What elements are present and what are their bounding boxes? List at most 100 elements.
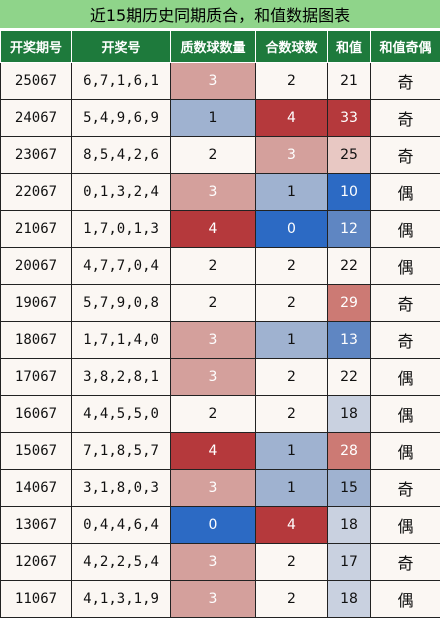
- prime-count-cell: 3: [170, 62, 256, 100]
- composite-count-cell: 0: [255, 210, 328, 248]
- header-prime-count: 质数球数量: [170, 30, 256, 63]
- composite-count-cell: 2: [255, 395, 328, 433]
- period-cell: 12067: [0, 543, 72, 581]
- sum-cell: 18: [327, 506, 371, 544]
- table-row: 13067 0,4,4,6,4 0 4 18 偶: [0, 506, 440, 544]
- sum-cell: 25: [327, 136, 371, 174]
- sum-cell: 18: [327, 395, 371, 433]
- composite-count-cell: 1: [255, 321, 328, 359]
- sum-parity-cell: 奇: [370, 284, 440, 322]
- period-cell: 23067: [0, 136, 72, 174]
- table-row: 17067 3,8,2,8,1 3 2 22 偶: [0, 358, 440, 396]
- sum-parity-cell: 奇: [370, 543, 440, 581]
- sum-cell: 15: [327, 469, 371, 507]
- prime-count-cell: 2: [170, 284, 256, 322]
- table-row: 12067 4,2,2,5,4 3 2 17 奇: [0, 543, 440, 581]
- header-sum-parity: 和值奇偶: [370, 30, 440, 63]
- table-row: 24067 5,4,9,6,9 1 4 33 奇: [0, 99, 440, 137]
- prime-count-cell: 3: [170, 358, 256, 396]
- sum-cell: 21: [327, 62, 371, 100]
- table-row: 22067 0,1,3,2,4 3 1 10 偶: [0, 173, 440, 211]
- table-row: 18067 1,7,1,4,0 3 1 13 奇: [0, 321, 440, 359]
- prime-count-cell: 0: [170, 506, 256, 544]
- numbers-cell: 3,1,8,0,3: [71, 469, 171, 507]
- period-cell: 15067: [0, 432, 72, 470]
- numbers-cell: 1,7,0,1,3: [71, 210, 171, 248]
- composite-count-cell: 2: [255, 580, 328, 618]
- period-cell: 21067: [0, 210, 72, 248]
- composite-count-cell: 2: [255, 247, 328, 285]
- composite-count-cell: 4: [255, 99, 328, 137]
- sum-cell: 10: [327, 173, 371, 211]
- numbers-cell: 0,1,3,2,4: [71, 173, 171, 211]
- sum-cell: 22: [327, 247, 371, 285]
- numbers-cell: 4,7,7,0,4: [71, 247, 171, 285]
- header-composite-count: 合数球数: [255, 30, 328, 63]
- prime-count-cell: 3: [170, 173, 256, 211]
- period-cell: 24067: [0, 99, 72, 137]
- composite-count-cell: 2: [255, 284, 328, 322]
- table-row: 15067 7,1,8,5,7 4 1 28 偶: [0, 432, 440, 470]
- period-cell: 11067: [0, 580, 72, 618]
- period-cell: 14067: [0, 469, 72, 507]
- prime-count-cell: 2: [170, 247, 256, 285]
- period-cell: 16067: [0, 395, 72, 433]
- composite-count-cell: 4: [255, 506, 328, 544]
- period-cell: 13067: [0, 506, 72, 544]
- sum-parity-cell: 偶: [370, 247, 440, 285]
- period-cell: 18067: [0, 321, 72, 359]
- table-row: 23067 8,5,4,2,6 2 3 25 奇: [0, 136, 440, 174]
- composite-count-cell: 1: [255, 173, 328, 211]
- sum-cell: 28: [327, 432, 371, 470]
- header-period: 开奖期号: [0, 30, 72, 63]
- prime-count-cell: 2: [170, 136, 256, 174]
- sum-parity-cell: 奇: [370, 99, 440, 137]
- history-table: 开奖期号 开奖号 质数球数量 合数球数 和值 和值奇偶 25067 6,7,1,6…: [0, 30, 440, 618]
- table-row: 14067 3,1,8,0,3 3 1 15 奇: [0, 469, 440, 507]
- period-cell: 22067: [0, 173, 72, 211]
- prime-count-cell: 3: [170, 469, 256, 507]
- table-row: 16067 4,4,5,5,0 2 2 18 偶: [0, 395, 440, 433]
- table-row: 20067 4,7,7,0,4 2 2 22 偶: [0, 247, 440, 285]
- numbers-cell: 4,2,2,5,4: [71, 543, 171, 581]
- composite-count-cell: 2: [255, 358, 328, 396]
- numbers-cell: 5,7,9,0,8: [71, 284, 171, 322]
- sum-parity-cell: 奇: [370, 136, 440, 174]
- sum-parity-cell: 奇: [370, 469, 440, 507]
- period-cell: 17067: [0, 358, 72, 396]
- prime-count-cell: 1: [170, 99, 256, 137]
- page-title: 近15期历史同期质合，和值数据图表: [0, 0, 440, 30]
- period-cell: 25067: [0, 62, 72, 100]
- table-row: 11067 4,1,3,1,9 3 2 18 偶: [0, 580, 440, 618]
- numbers-cell: 1,7,1,4,0: [71, 321, 171, 359]
- table-row: 25067 6,7,1,6,1 3 2 21 奇: [0, 62, 440, 100]
- numbers-cell: 6,7,1,6,1: [71, 62, 171, 100]
- sum-parity-cell: 偶: [370, 506, 440, 544]
- prime-count-cell: 3: [170, 321, 256, 359]
- sum-cell: 17: [327, 543, 371, 581]
- sum-cell: 18: [327, 580, 371, 618]
- prime-count-cell: 4: [170, 432, 256, 470]
- sum-parity-cell: 奇: [370, 321, 440, 359]
- header-row: 开奖期号 开奖号 质数球数量 合数球数 和值 和值奇偶: [0, 30, 440, 63]
- prime-count-cell: 2: [170, 395, 256, 433]
- sum-parity-cell: 偶: [370, 210, 440, 248]
- sum-parity-cell: 偶: [370, 358, 440, 396]
- period-cell: 19067: [0, 284, 72, 322]
- period-cell: 20067: [0, 247, 72, 285]
- numbers-cell: 3,8,2,8,1: [71, 358, 171, 396]
- composite-count-cell: 2: [255, 543, 328, 581]
- sum-parity-cell: 偶: [370, 432, 440, 470]
- prime-count-cell: 4: [170, 210, 256, 248]
- table-row: 19067 5,7,9,0,8 2 2 29 奇: [0, 284, 440, 322]
- sum-cell: 33: [327, 99, 371, 137]
- table-body: 25067 6,7,1,6,1 3 2 21 奇 24067 5,4,9,6,9 1 4 33 奇 23…: [0, 62, 440, 618]
- sum-cell: 29: [327, 284, 371, 322]
- numbers-cell: 4,4,5,5,0: [71, 395, 171, 433]
- numbers-cell: 7,1,8,5,7: [71, 432, 171, 470]
- sum-cell: 13: [327, 321, 371, 359]
- numbers-cell: 0,4,4,6,4: [71, 506, 171, 544]
- sum-parity-cell: 偶: [370, 395, 440, 433]
- composite-count-cell: 1: [255, 432, 328, 470]
